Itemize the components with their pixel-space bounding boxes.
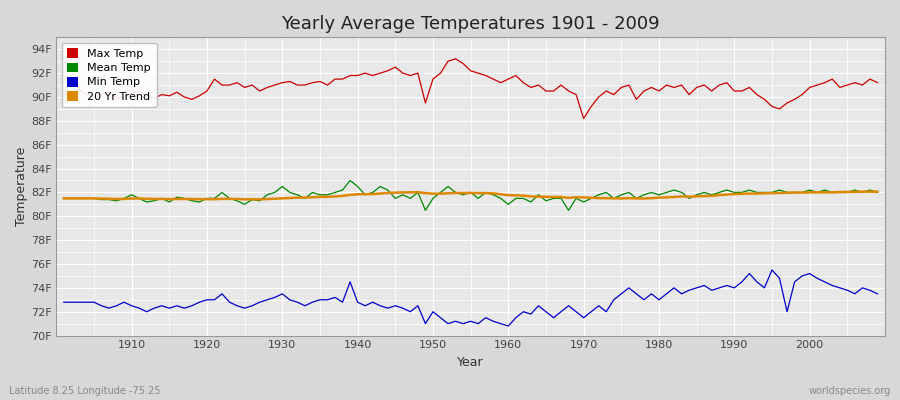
Text: worldspecies.org: worldspecies.org [809, 386, 891, 396]
Y-axis label: Temperature: Temperature [15, 147, 28, 226]
Legend: Max Temp, Mean Temp, Min Temp, 20 Yr Trend: Max Temp, Mean Temp, Min Temp, 20 Yr Tre… [62, 43, 157, 107]
Title: Yearly Average Temperatures 1901 - 2009: Yearly Average Temperatures 1901 - 2009 [282, 15, 660, 33]
Text: Latitude 8.25 Longitude -75.25: Latitude 8.25 Longitude -75.25 [9, 386, 160, 396]
X-axis label: Year: Year [457, 356, 484, 369]
